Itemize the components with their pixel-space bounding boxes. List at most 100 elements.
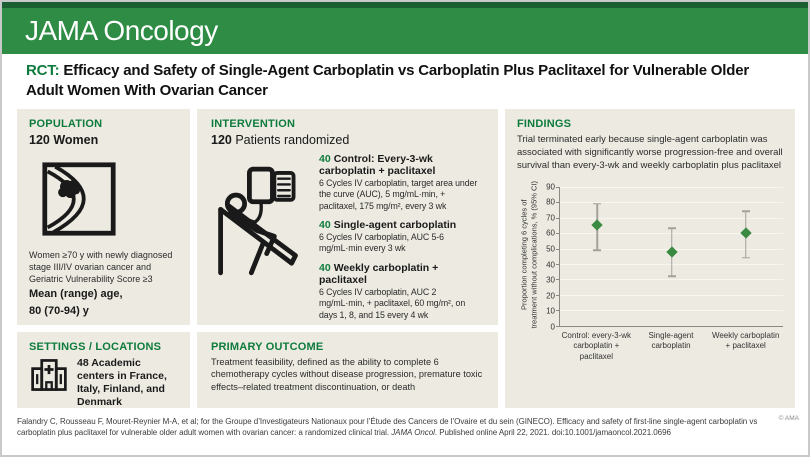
tumor-blob [58,179,80,198]
gridline [560,279,783,281]
findings-heading: FINDINGS [517,117,572,130]
x-tick-label: Weekly carboplatin + paclitaxel [711,330,780,351]
y-tick-mark [556,202,560,204]
arm-weekly-name: 40 Weekly carboplatin + paclitaxel [319,262,484,287]
primary-outcome-heading: PRIMARY OUTCOME [211,340,324,353]
settings-heading: SETTINGS / LOCATIONS [29,340,162,353]
header-dark-strip [2,2,808,8]
y-tick-mark [556,186,560,188]
plot-column: Control: every-3-wk carboplatin + paclit… [556,186,783,362]
y-tick-mark [556,310,560,312]
content-grid: POPULATION 120 Women Women ≥70 y with ne… [17,108,795,408]
x-axis-labels: Control: every-3-wk carboplatin + paclit… [559,331,783,362]
intervention-panel: INTERVENTION 120 Patients randomized [197,108,498,325]
error-bar-cap [667,227,676,230]
gridline [560,310,783,312]
gridline [560,186,783,188]
population-count-label: Women [53,132,99,147]
error-bar-cap [593,249,602,251]
gridline [560,202,783,204]
study-title-text: RCT: Efficacy and Safety of Single-Agent… [26,61,784,101]
y-tick-label: 70 [546,213,555,223]
x-tick-label: Single-agent carboplatin [648,330,694,351]
arm-control-title: Control: Every-3-wk carboplatin + paclit… [319,152,436,178]
arm-single-agent-detail: 6 Cycles IV carboplatin, AUC 5-6 mg/mL·m… [319,231,444,254]
copyright-ama: © AMA [778,414,799,422]
y-tick-label: 30 [546,275,555,285]
settings-row: 48 Academic centers in France, Italy, Fi… [29,356,178,408]
error-bar-cap [741,257,750,259]
journal-title: JAMA Oncology [25,15,218,46]
footer: Falandry C, Rousseau F, Mouret-Reynier M… [2,408,808,439]
citation-part-1: Falandry C, Rousseau F, Mouret-Reynier M… [17,416,758,438]
arm-single-agent: 40 Single-agent carboplatin 6 Cycles IV c… [319,219,484,254]
intervention-count: 120 Patients randomized [211,133,484,147]
y-tick-mark [556,279,560,281]
y-tick-mark [556,263,560,265]
error-bar-cap [593,203,602,205]
arm-weekly-title: Weekly carboplatin + paclitaxel [319,261,439,287]
population-age-value: 80 (70-94) y [29,304,89,317]
findings-chart: Proportion completing 6 cycles of treatm… [517,181,783,362]
y-axis-label-wrap: Proportion completing 6 cycles of treatm… [517,181,541,329]
gridline [560,294,783,296]
arm-single-agent-n: 40 [319,219,331,232]
arm-control-detail: 6 Cycles IV carboplatin, target area und… [319,178,478,211]
settings-text: 48 Academic centers in France, Italy, Fi… [77,356,167,408]
citation-part-2: . Published online April 22, 2021. doi:1… [434,428,671,438]
y-tick-label: 60 [546,228,555,238]
y-axis-label: Proportion completing 6 cycles of treatm… [519,180,538,329]
population-description: Women ≥70 y with newly diagnosed stage I… [29,249,173,285]
arm-single-agent-name: 40 Single-agent carboplatin [319,219,484,232]
intervention-count-label: Patients randomized [235,132,350,147]
intervention-heading: INTERVENTION [211,117,296,130]
settings-panel: SETTINGS / LOCATIONS 48 Academic centers… [17,331,190,408]
rct-tag: RCT: [26,62,60,79]
population-panel: POPULATION 120 Women Women ≥70 y with ne… [17,108,190,325]
citation-journal: JAMA Oncol [391,428,435,438]
population-count-number: 120 [29,132,50,147]
intervention-body: 40 Control: Every-3-wk carboplatin + pacl… [211,153,484,325]
y-tick-label: 50 [546,244,555,254]
infusion-chair-icon [211,153,309,325]
population-age-label: Mean (range) age, [29,288,123,301]
y-tick-label: 0 [550,322,555,332]
data-point [591,219,603,232]
y-tick-mark [556,233,560,235]
intervention-count-number: 120 [211,132,232,147]
y-tick-label: 10 [546,306,555,316]
title-text: Efficacy and Safety of Single-Agent Carb… [26,62,749,99]
population-count: 120 Women [29,133,178,147]
arm-control: 40 Control: Every-3-wk carboplatin + pacl… [319,153,484,212]
arm-control-n: 40 [319,152,331,165]
data-point [740,227,752,239]
arm-single-agent-title: Single-agent carboplatin [333,219,457,232]
y-tick-label: 80 [546,197,555,207]
arm-control-name: 40 Control: Every-3-wk carboplatin + pacl… [319,153,484,178]
arm-weekly: 40 Weekly carboplatin + paclitaxel 6 Cycl… [319,262,484,321]
chart-plot [556,186,783,327]
primary-outcome-panel: PRIMARY OUTCOME Treatment feasibility, d… [197,331,498,408]
y-tick-mark [556,294,560,296]
error-bar-cap [667,275,676,278]
y-tick-label: 40 [546,260,555,270]
error-bar-cap [741,210,750,213]
population-heading: POPULATION [29,117,103,130]
gridline [560,217,783,219]
y-tick-mark [556,248,560,250]
primary-outcome-text: Treatment feasibility, defined as the ab… [211,356,483,392]
hospital-icon [29,356,69,408]
arm-weekly-n: 40 [319,261,331,274]
ovarian-cancer-icon [41,161,178,237]
intervention-arms: 40 Control: Every-3-wk carboplatin + pacl… [319,153,484,325]
arm-weekly-detail: 6 Cycles IV carboplatin, AUC 2 mg/mL·min… [319,286,466,320]
findings-summary: Trial terminated early because single-ag… [517,133,783,172]
y-tick-label: 20 [546,291,555,301]
x-tick-label: Control: every-3-wk carboplatin + paclit… [561,330,632,361]
findings-panel: FINDINGS Trial terminated early because … [505,108,795,408]
y-tick-label: 90 [546,182,555,192]
y-tick-mark [556,217,560,219]
citation: Falandry C, Rousseau F, Mouret-Reynier M… [17,416,768,439]
y-axis-ticks: 0 10 20 30 40 50 60 70 80 90 [541,182,559,331]
y-tick-mark [556,325,560,327]
